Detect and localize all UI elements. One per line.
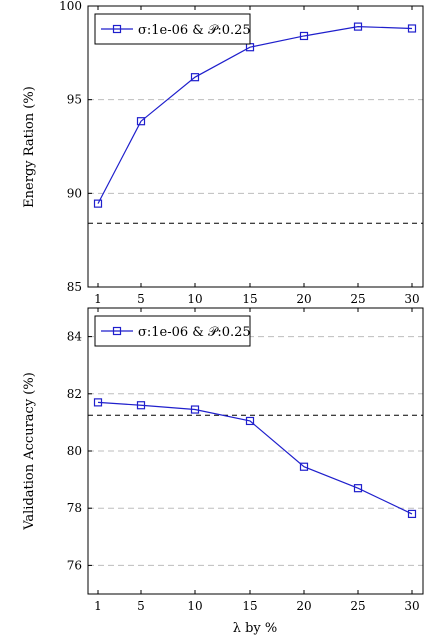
series-line — [97, 401, 413, 515]
legend-marker — [112, 326, 122, 336]
x-tick-label: 20 — [296, 599, 311, 613]
energy-ratio-chart: Energy Ration (%) σ:1e-06 & 𝒫:0.25 85 90 9… — [22, 0, 424, 306]
x-tick-label: 25 — [350, 599, 365, 613]
y-tick-label: 84 — [67, 330, 83, 344]
plot-area-frame — [87, 5, 424, 288]
data-point — [407, 24, 417, 33]
y-tick-label: 95 — [67, 93, 82, 107]
x-tick-label: 15 — [242, 599, 257, 613]
x-tick-label: 10 — [187, 599, 202, 613]
data-point — [190, 73, 200, 82]
legend: σ:1e-06 & 𝒫:0.25 — [94, 315, 251, 347]
data-point — [299, 462, 309, 471]
x-tick-label: 20 — [296, 292, 311, 306]
series-line — [97, 26, 413, 204]
legend-label: σ:1e-06 & 𝒫:0.25 — [138, 23, 251, 38]
x-tick-label: 1 — [94, 599, 102, 613]
data-point — [136, 401, 146, 410]
data-point — [93, 199, 103, 208]
y-axis-title: Validation Accuracy (%) — [22, 372, 37, 531]
legend-marker — [112, 24, 122, 34]
data-point — [136, 117, 146, 126]
y-tick-label: 85 — [67, 280, 82, 294]
y-tick-label: 80 — [67, 444, 82, 458]
x-tick-label: 30 — [404, 292, 419, 306]
y-tick-label: 90 — [67, 186, 82, 200]
data-point — [245, 416, 255, 426]
y-tick-label: 82 — [67, 387, 82, 401]
data-point — [353, 484, 363, 493]
x-tick-label: 15 — [242, 292, 257, 306]
y-tick-label: 78 — [67, 501, 82, 515]
data-point — [93, 398, 103, 407]
data-point — [299, 31, 309, 41]
x-tick-label: 5 — [137, 292, 145, 306]
data-point — [190, 405, 200, 414]
y-axis-title: Energy Ration (%) — [22, 86, 37, 208]
validation-accuracy-chart: Validation Accuracy (%) λ by % σ:1e-06 &… — [22, 307, 424, 636]
data-point — [407, 509, 417, 519]
x-tick-label: 1 — [94, 292, 102, 306]
x-tick-label: 30 — [404, 599, 419, 613]
legend-label: σ:1e-06 & 𝒫:0.25 — [138, 325, 251, 340]
y-tick-label: 100 — [59, 0, 82, 13]
x-tick-label: 25 — [350, 292, 365, 306]
x-tick-label: 10 — [187, 292, 202, 306]
x-axis-title: λ by % — [233, 621, 278, 636]
y-tick-label: 76 — [67, 558, 82, 572]
data-point — [353, 22, 363, 31]
x-tick-label: 5 — [137, 599, 145, 613]
legend: σ:1e-06 & 𝒫:0.25 — [94, 13, 251, 45]
